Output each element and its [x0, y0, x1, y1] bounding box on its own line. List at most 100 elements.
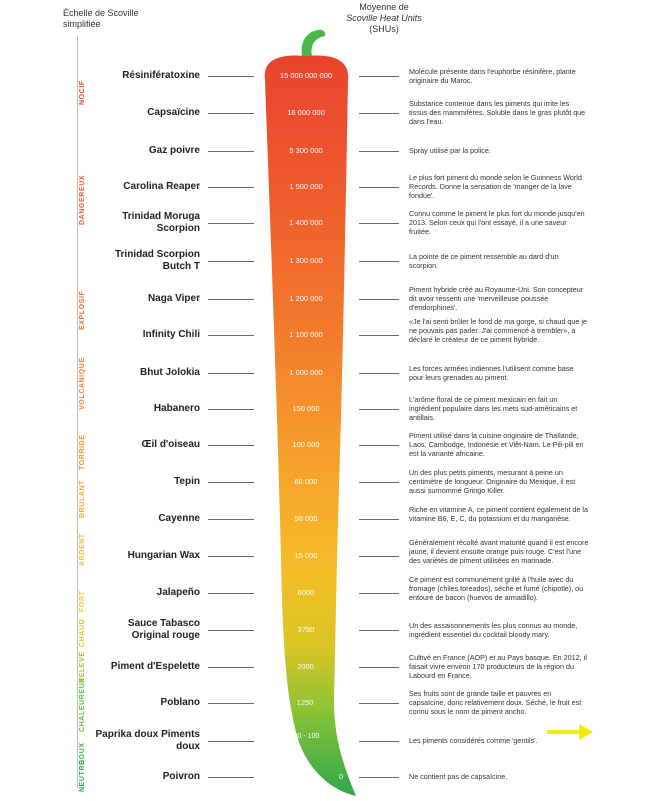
pepper-description: Les forces armées indiennes l'utilisent …	[409, 364, 574, 383]
pepper-name: Trinidad Moruga Scorpion	[122, 211, 200, 234]
connector-line-right	[359, 261, 399, 262]
connector-line-left	[208, 630, 254, 631]
pepper-name: Tepin	[174, 476, 200, 487]
pepper-description: Généralement récolté avant maturité quan…	[409, 538, 589, 566]
pepper-name: Naga Viper	[147, 293, 200, 304]
pepper-description: Ses fruits sont de grande taille et pauv…	[409, 689, 582, 717]
shu-value: 100 000	[292, 440, 320, 449]
scale-header: Échelle de Scoville simplifiée	[63, 8, 183, 30]
pepper-name: Bhut Jolokia	[139, 367, 200, 378]
connector-line-right	[359, 299, 399, 300]
pepper-description: L'arôme floral de ce piment mexicain en …	[409, 395, 578, 423]
shu-value: 1 200 000	[289, 294, 323, 303]
connector-line-left	[208, 151, 254, 152]
connector-line-left	[208, 482, 254, 483]
connector-line-left	[208, 223, 254, 224]
shu-header-line3: (SHUs)	[369, 24, 399, 34]
pepper-name: Poivron	[162, 771, 200, 782]
shu-value: 1 300 000	[289, 256, 323, 265]
pepper-description: Molécule présente dans l'euphorbe résini…	[409, 67, 576, 86]
pepper-name: Cayenne	[158, 513, 200, 524]
connector-line-right	[359, 556, 399, 557]
connector-line-left	[208, 556, 254, 557]
pepper-description: Piment utilisé dans la cuisine originair…	[409, 431, 584, 459]
shu-value: 2000	[297, 662, 314, 671]
connector-line-left	[208, 667, 254, 668]
shu-header: Moyenne de Scoville Heat Units (SHUs)	[324, 2, 444, 35]
shu-value: 15 000 000 000	[279, 71, 333, 80]
pepper-name: Œil d'oiseau	[141, 439, 200, 450]
pepper-description: Cultivé en France (AOP) et au Pays basqu…	[409, 653, 587, 681]
pepper-stem	[301, 29, 326, 56]
connector-line-left	[208, 113, 254, 114]
connector-line-right	[359, 630, 399, 631]
shu-value: 1 100 000	[289, 330, 323, 339]
shu-value: 0	[338, 772, 344, 781]
pepper-description: Substance contenue dans les piments qui …	[409, 99, 586, 127]
pepper-description: Spray utilisé par la police.	[409, 146, 491, 155]
right-arrow-icon	[547, 724, 593, 740]
connector-line-right	[359, 741, 399, 742]
shu-value: 60 000	[294, 477, 318, 486]
pepper-body	[264, 55, 356, 796]
pepper-name: Piment d'Espelette	[110, 661, 200, 672]
connector-line-right	[359, 703, 399, 704]
connector-line-left	[208, 741, 254, 742]
connector-line-left	[208, 299, 254, 300]
scale-axis-line	[77, 36, 78, 788]
pepper-description: «Je l'ai senti brûler le fond de ma gorg…	[409, 317, 587, 345]
connector-line-right	[359, 445, 399, 446]
shu-value: 500 - 100	[289, 733, 320, 740]
pepper-description: Les piments considérés comme 'gentils'.	[409, 736, 538, 745]
connector-line-right	[359, 335, 399, 336]
shu-value: 5 300 000	[289, 146, 323, 155]
shu-value: 6000	[297, 588, 315, 597]
shu-value: 150 000	[292, 404, 320, 413]
connector-line-right	[359, 667, 399, 668]
connector-line-right	[359, 113, 399, 114]
scale-header-line1: Échelle de Scoville	[63, 8, 139, 18]
pepper-name: Sauce Tabasco Original rouge	[127, 618, 200, 641]
pepper-description: Un des assaisonnements les plus connus a…	[409, 621, 578, 640]
pepper-name: Hungarian Wax	[127, 550, 200, 561]
shu-value: 3750	[297, 625, 315, 634]
shu-value: 15 000	[294, 551, 318, 560]
connector-line-left	[208, 409, 254, 410]
connector-line-right	[359, 187, 399, 188]
connector-line-right	[359, 519, 399, 520]
shu-value: 50 000	[294, 514, 318, 523]
pepper-description: Piment hybride créé au Royaume-Uni. Son …	[409, 285, 584, 313]
connector-line-left	[208, 373, 254, 374]
pepper-name: Résinifératoxine	[122, 70, 200, 81]
connector-line-left	[208, 187, 254, 188]
connector-line-left	[208, 445, 254, 446]
shu-value: 16 000 000	[287, 108, 325, 117]
connector-line-left	[208, 703, 254, 704]
connector-line-left	[208, 335, 254, 336]
connector-line-right	[359, 76, 399, 77]
connector-line-right	[359, 777, 399, 778]
pepper-name: Paprika doux Piments doux	[95, 729, 200, 752]
pepper-name: Poblano	[160, 697, 200, 708]
shu-value: 1 500 000	[289, 182, 323, 191]
connector-line-left	[208, 777, 254, 778]
connector-line-left	[208, 76, 254, 77]
shu-header-line2: Scoville Heat Units	[346, 13, 422, 23]
pepper-description: La pointe de ce piment ressemble au dard…	[409, 252, 559, 271]
pepper-description: Connu comme le piment le plus fort du mo…	[409, 209, 585, 237]
connector-line-right	[359, 482, 399, 483]
connector-line-left	[208, 261, 254, 262]
shu-value: 1250	[296, 698, 314, 707]
shu-value: 1 400 000	[289, 218, 323, 227]
connector-line-right	[359, 223, 399, 224]
pepper-name: Capsaïcine	[147, 107, 200, 118]
connector-line-right	[359, 593, 399, 594]
shu-value: 1 000 000	[289, 368, 323, 377]
scale-header-line2: simplifiée	[63, 19, 101, 29]
pepper-name: Trinidad Scorpion Butch T	[114, 249, 200, 272]
connector-line-right	[359, 151, 399, 152]
pepper-name: Infinity Chili	[142, 329, 200, 340]
connector-line-left	[208, 593, 254, 594]
pepper-description: Un des plus petits piments, mesurant à p…	[409, 468, 576, 496]
